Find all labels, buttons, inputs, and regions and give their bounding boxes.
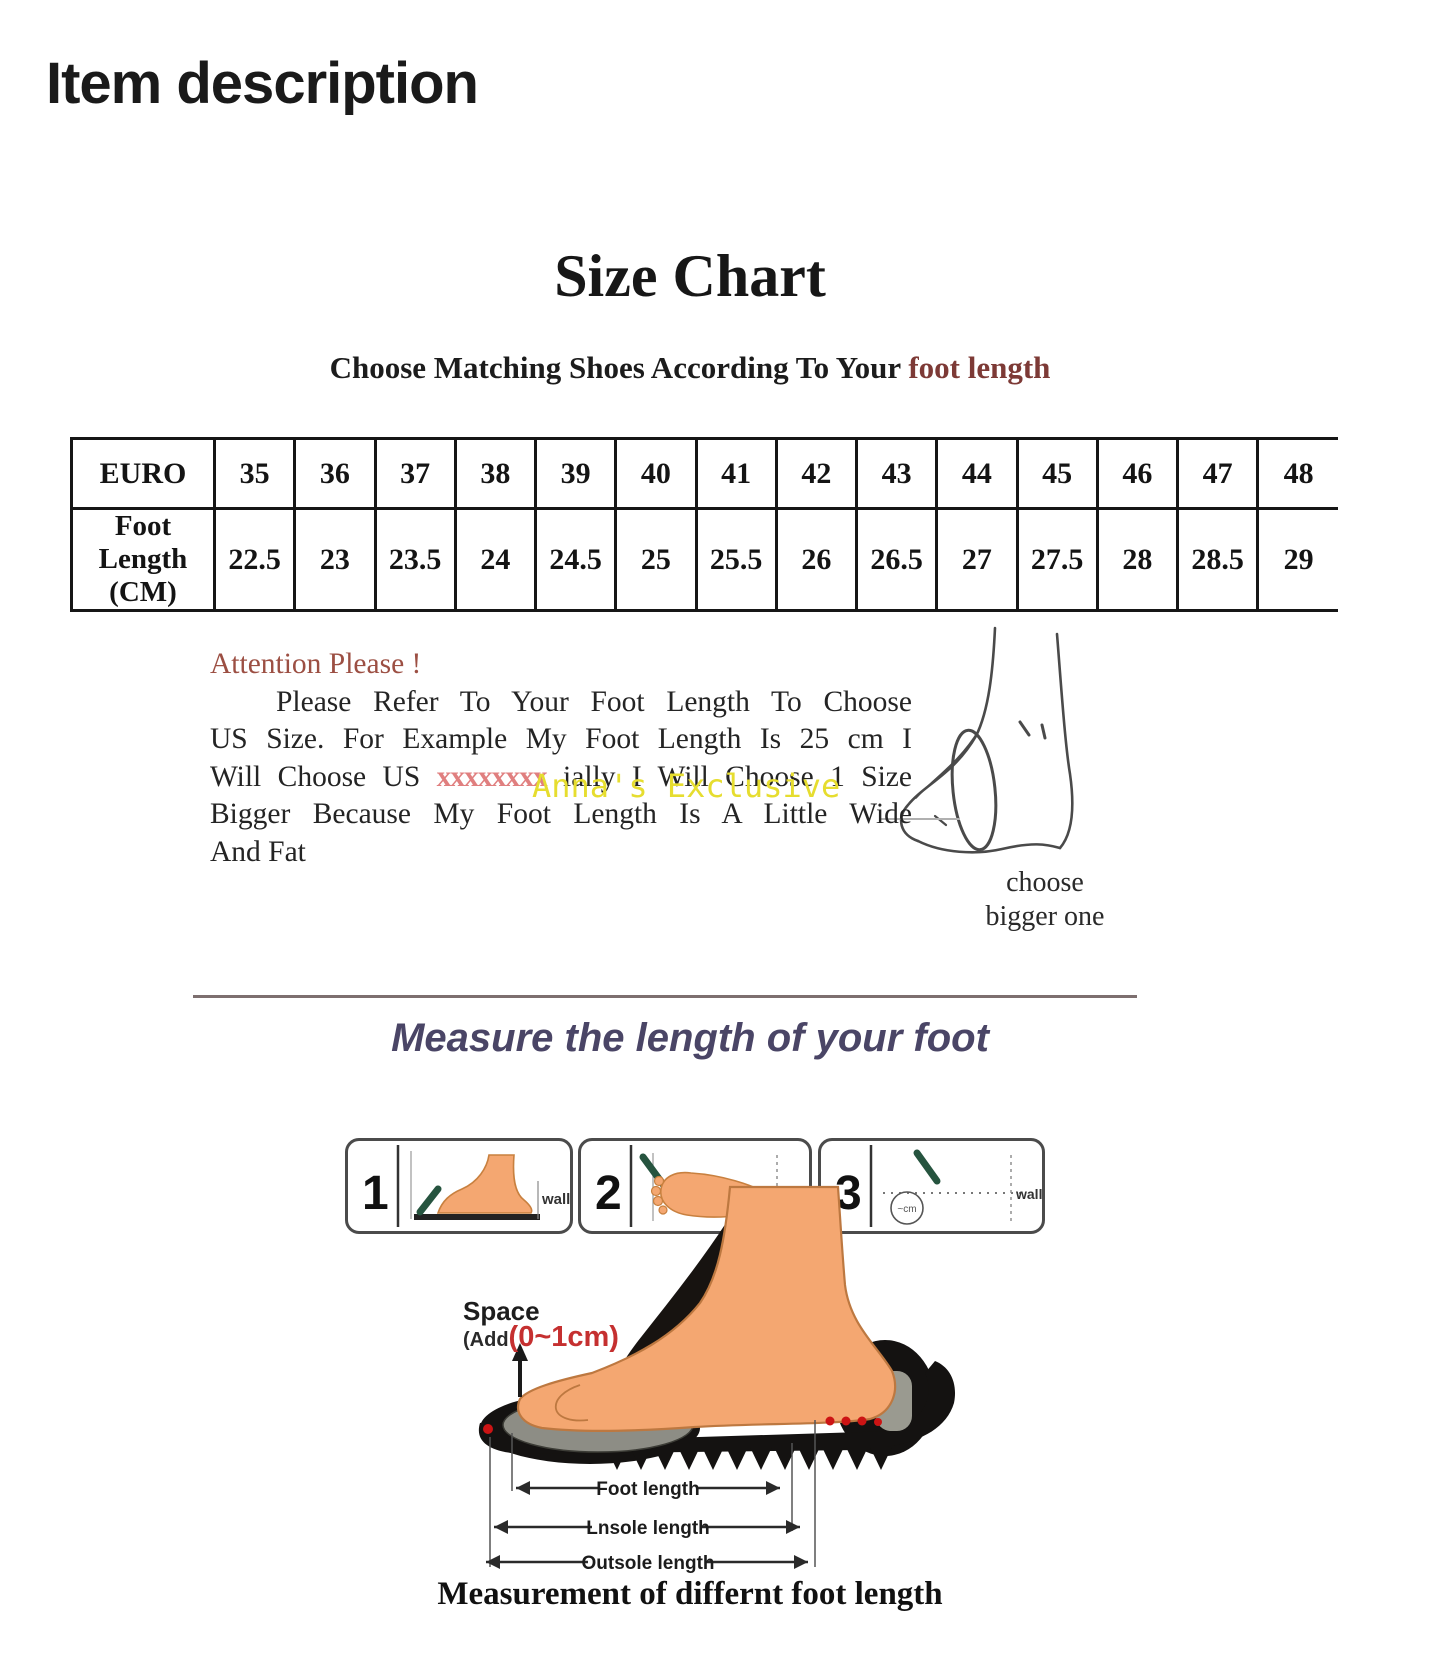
cm-circle — [890, 1191, 924, 1225]
foot-length-cell: 29 — [1256, 507, 1338, 612]
wall-label: wall — [541, 1191, 570, 1208]
foot-length-cell: 26.5 — [854, 507, 939, 612]
euro-size-cell: 40 — [614, 437, 698, 510]
foot-length-cell: 23.5 — [373, 507, 457, 612]
attention-line: Please Refer To Your Foot Length To Choo… — [276, 685, 912, 718]
euro-size-cell: 42 — [774, 437, 859, 510]
foot-length-row: Foot Length (CM) 22.5 23 23.5 24 24.5 25 25.5 2… — [70, 507, 1338, 612]
attention-line: Bigger Because My Foot Length Is A Littl… — [210, 798, 912, 831]
foot-length-cell: 24 — [453, 507, 538, 612]
attention-heading: Attention Please ! — [210, 648, 422, 680]
dim-outsole-length — [486, 1555, 808, 1569]
foot-length-cell: 23 — [293, 507, 377, 612]
dim-outsole-label: Outsole length — [582, 1553, 715, 1574]
foot-side-illustration — [436, 1154, 533, 1214]
foot-length-cell: 26 — [774, 507, 859, 612]
attention-line: And Fat — [210, 835, 306, 868]
subtitle-highlight: foot length — [908, 350, 1051, 385]
wall-label: wall — [1015, 1186, 1042, 1202]
step-box-1: 1 wall — [345, 1138, 573, 1234]
space-arrow — [512, 1343, 528, 1397]
euro-size-cell: 45 — [1015, 437, 1099, 510]
dimension-guides — [489, 1420, 816, 1567]
euro-size-cell: 36 — [293, 437, 377, 510]
pencil-icon — [913, 1149, 941, 1185]
subtitle-text: Choose Matching Shoes According To Your — [329, 350, 909, 385]
size-chart-subtitle: Choose Matching Shoes According To Your … — [40, 350, 1340, 386]
diagram-caption: Measurement of differnt foot length — [437, 1576, 943, 1612]
red-markers — [483, 1416, 882, 1434]
attention-line: Will Choose US xxxxxxxx ially I Will Cho… — [210, 759, 912, 797]
euro-label-cell: EURO — [70, 437, 216, 510]
euro-size-cell: 35 — [212, 437, 297, 510]
foot-length-cell: 22.5 — [212, 507, 297, 612]
foot-length-cell: 25.5 — [694, 507, 778, 612]
divider-line — [193, 995, 1137, 998]
space-label: Space (Add(0~1cm) — [463, 1298, 619, 1355]
cm-circle-label: ~cm — [897, 1204, 916, 1215]
euro-size-cell: 38 — [453, 437, 538, 510]
step-1-illustration: 1 wall — [362, 1145, 570, 1227]
measure-heading: Measure the length of your foot — [391, 1016, 989, 1060]
euro-size-cell: 43 — [854, 437, 939, 510]
attention-line-suffix: ially I Will Choose 1 Size — [546, 760, 912, 793]
foot-length-cell: 27 — [935, 507, 1019, 612]
dim-insole-length — [494, 1520, 800, 1534]
size-table: EURO 35 36 37 38 39 40 41 42 43 44 45 46 47 48 Foot L… — [70, 437, 1338, 612]
foot-length-cell: 24.5 — [533, 507, 618, 612]
dim-foot-length — [516, 1481, 780, 1495]
step-number: 2 — [595, 1167, 622, 1220]
attention-line: US Size. For Example My Foot Length Is 2… — [210, 723, 912, 756]
pencil-icon — [416, 1185, 442, 1216]
euro-size-cell: 44 — [935, 437, 1019, 510]
euro-size-cell: 47 — [1175, 437, 1260, 510]
foot-label-cell: Foot Length (CM) — [70, 507, 216, 612]
size-chart-title: Size Chart — [554, 243, 826, 309]
foot-label-text: Foot Length (CM) — [98, 510, 188, 608]
foot-profile-sketch — [880, 626, 1074, 854]
space-label-range: (0~1cm) — [508, 1321, 619, 1353]
dim-insole-label: Lnsole length — [586, 1518, 710, 1539]
foot-length-cell: 28.5 — [1175, 507, 1260, 612]
note-choose-bigger: choose bigger one — [985, 867, 1105, 932]
dim-foot-label: Foot length — [596, 1479, 699, 1500]
step-number: 1 — [362, 1167, 389, 1220]
euro-size-cell: 39 — [533, 437, 618, 510]
euro-size-cell: 48 — [1256, 437, 1338, 510]
euro-size-cell: 46 — [1095, 437, 1180, 510]
watermark-text: Anna's Exclusive — [532, 767, 841, 805]
space-label-title: Space — [463, 1296, 540, 1326]
attention-block: Attention Please ! Please Refer To Your … — [210, 646, 912, 872]
attention-line-prefix: Will Choose US — [210, 760, 437, 793]
euro-row: EURO 35 36 37 38 39 40 41 42 43 44 45 46 47 48 — [70, 437, 1338, 510]
foot-length-cell: 25 — [614, 507, 698, 612]
sole-tread — [606, 1447, 892, 1470]
page-title: Item description — [46, 51, 479, 116]
space-label-add: (Add — [463, 1329, 509, 1351]
foot-length-cell: 28 — [1095, 507, 1180, 612]
euro-size-cell: 41 — [694, 437, 778, 510]
foot-length-cell: 27.5 — [1015, 507, 1099, 612]
euro-size-cell: 37 — [373, 437, 457, 510]
foot-illustration — [516, 1185, 897, 1433]
scribble-text: xxxxxxxx — [436, 760, 548, 793]
measure-diagram: Foot length Lnsole length Outsole length — [478, 1185, 956, 1574]
